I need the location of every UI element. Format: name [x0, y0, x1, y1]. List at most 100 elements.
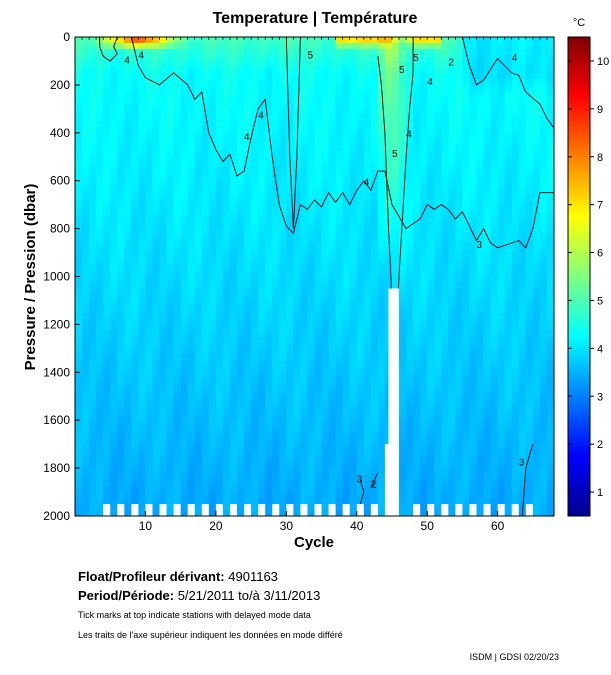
heatmap-cell — [356, 420, 365, 427]
heatmap-cell — [173, 120, 182, 128]
heatmap-cell — [272, 258, 280, 266]
heatmap-cell — [490, 270, 499, 278]
heatmap-cell — [427, 102, 435, 110]
heatmap-cell — [237, 354, 245, 361]
heatmap-cell — [406, 132, 414, 140]
heatmap-cell — [406, 486, 414, 493]
heatmap-cell — [349, 78, 358, 86]
heatmap-cell — [349, 246, 358, 254]
heatmap-cell — [124, 426, 132, 433]
heatmap-cell — [420, 222, 428, 230]
heatmap-cell — [434, 150, 442, 158]
heatmap-cell — [159, 300, 168, 308]
heatmap-cell — [462, 66, 471, 74]
heatmap-cell — [321, 504, 330, 511]
heatmap-cell — [201, 186, 210, 194]
heatmap-cell — [328, 126, 337, 134]
heatmap-cell — [448, 486, 456, 493]
heatmap-cell — [321, 354, 330, 361]
heatmap-cell — [152, 396, 161, 403]
heatmap-cell — [321, 66, 330, 74]
heatmap-cell — [413, 480, 421, 487]
heatmap-cell — [82, 252, 90, 260]
heatmap-cell — [187, 288, 196, 296]
heatmap-cell — [180, 348, 189, 355]
heatmap-cell — [399, 444, 407, 451]
heatmap-cell — [490, 240, 499, 248]
heatmap-cell — [222, 234, 231, 242]
heatmap-cell — [138, 78, 147, 86]
heatmap-cell — [75, 102, 83, 110]
heatmap-cell — [279, 108, 287, 116]
heatmap-cell — [427, 486, 435, 493]
heatmap-cell — [201, 234, 210, 242]
heatmap-cell — [370, 240, 379, 248]
heatmap-cell — [89, 240, 97, 248]
heatmap-cell — [82, 300, 90, 308]
heatmap-cell — [370, 162, 379, 170]
heatmap-cell — [462, 498, 471, 505]
heatmap-cell — [215, 48, 224, 56]
heatmap-cell — [180, 480, 189, 487]
heatmap-cell — [251, 402, 259, 409]
heatmap-cell — [490, 372, 499, 379]
heatmap-cell — [237, 48, 245, 56]
heatmap-cell — [462, 456, 471, 463]
heatmap-cell — [307, 324, 316, 331]
heatmap-cell — [434, 330, 442, 337]
heatmap-cell — [131, 138, 139, 146]
heatmap-cell — [173, 372, 182, 379]
heatmap-cell — [321, 306, 330, 314]
heatmap-cell — [370, 156, 379, 164]
heatmap-cell — [145, 132, 154, 140]
heatmap-cell — [166, 342, 175, 349]
heatmap-cell — [124, 342, 132, 349]
heatmap-cell — [455, 78, 464, 86]
heatmap-cell — [222, 438, 231, 445]
heatmap-cell — [145, 192, 154, 200]
heatmap-cell — [145, 264, 154, 272]
heatmap-cell — [349, 132, 358, 140]
heatmap-cell — [490, 300, 499, 308]
heatmap-cell — [208, 480, 217, 487]
heatmap-cell — [321, 48, 330, 56]
heatmap-cell — [476, 102, 485, 110]
heatmap-cell — [342, 498, 351, 505]
heatmap-cell — [349, 330, 358, 337]
heatmap-cell — [110, 390, 118, 397]
heatmap-cell — [420, 84, 428, 92]
heatmap-cell — [96, 480, 104, 487]
heatmap-cell — [511, 252, 520, 260]
heatmap-cell — [187, 330, 196, 337]
heatmap-cell — [448, 216, 456, 224]
heatmap-cell — [314, 210, 323, 218]
heatmap-cell — [448, 84, 456, 92]
heatmap-cell — [427, 210, 435, 218]
heatmap-cell — [328, 294, 337, 302]
heatmap-cell — [222, 276, 231, 284]
heatmap-cell — [89, 432, 97, 439]
heatmap-cell — [363, 294, 372, 302]
heatmap-cell — [356, 48, 365, 56]
heatmap-cell — [286, 402, 294, 409]
heatmap-cell — [124, 264, 132, 272]
heatmap-cell — [272, 438, 280, 445]
heatmap-cell — [265, 366, 273, 373]
heatmap-cell — [201, 138, 210, 146]
heatmap-cell — [504, 390, 513, 397]
heatmap-cell — [441, 132, 449, 140]
heatmap-cell — [229, 204, 238, 212]
heatmap-cell — [504, 342, 513, 349]
heatmap-cell — [187, 378, 196, 385]
heatmap-cell — [229, 234, 238, 242]
heatmap-cell — [448, 462, 456, 469]
heatmap-cell — [258, 48, 266, 56]
heatmap-cell — [272, 138, 280, 146]
heatmap-cell — [462, 228, 471, 236]
heatmap-cell — [194, 90, 203, 98]
heatmap-cell — [300, 384, 309, 391]
heatmap-cell — [349, 276, 358, 284]
heatmap-cell — [159, 60, 168, 68]
heatmap-cell — [194, 324, 203, 331]
heatmap-cell — [152, 228, 161, 236]
